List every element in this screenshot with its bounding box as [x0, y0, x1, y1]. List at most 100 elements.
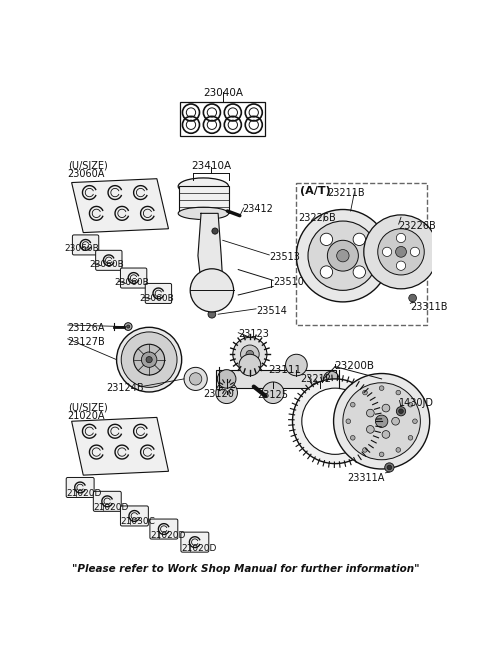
- Text: 23120: 23120: [204, 389, 234, 399]
- Circle shape: [375, 415, 388, 428]
- Text: 23060B: 23060B: [114, 278, 149, 287]
- Circle shape: [146, 356, 152, 363]
- Circle shape: [286, 354, 307, 376]
- Text: 1430JD: 1430JD: [399, 398, 434, 408]
- Circle shape: [121, 332, 177, 387]
- Circle shape: [362, 390, 367, 395]
- Circle shape: [240, 345, 259, 364]
- Circle shape: [320, 233, 333, 246]
- Text: 21020A: 21020A: [68, 411, 105, 421]
- Circle shape: [184, 367, 207, 390]
- Circle shape: [190, 373, 202, 385]
- Text: 23311A: 23311A: [348, 473, 385, 483]
- Text: 23123: 23123: [238, 329, 269, 339]
- Circle shape: [353, 233, 365, 246]
- FancyBboxPatch shape: [120, 268, 147, 288]
- Circle shape: [366, 409, 374, 417]
- FancyBboxPatch shape: [66, 477, 94, 498]
- FancyBboxPatch shape: [145, 284, 172, 303]
- Polygon shape: [198, 214, 223, 283]
- Text: 23211B: 23211B: [327, 188, 365, 198]
- Circle shape: [216, 382, 238, 403]
- Text: 23060B: 23060B: [64, 244, 98, 253]
- Text: 23060B: 23060B: [89, 260, 124, 269]
- Circle shape: [190, 269, 234, 312]
- Text: 21030C: 21030C: [120, 517, 156, 527]
- Circle shape: [392, 417, 399, 425]
- Text: 21020D: 21020D: [93, 503, 129, 512]
- Text: 23311B: 23311B: [410, 302, 448, 312]
- FancyBboxPatch shape: [296, 183, 427, 325]
- Circle shape: [364, 215, 438, 289]
- Text: 21020D: 21020D: [181, 544, 216, 553]
- Text: "Please refer to Work Shop Manual for further information": "Please refer to Work Shop Manual for fu…: [72, 564, 420, 574]
- Circle shape: [350, 436, 355, 440]
- Circle shape: [399, 409, 403, 413]
- Text: 23111: 23111: [268, 365, 301, 375]
- Circle shape: [224, 286, 231, 294]
- Text: 23410A: 23410A: [191, 161, 231, 171]
- Text: 23125: 23125: [258, 390, 288, 400]
- Circle shape: [133, 345, 165, 375]
- FancyBboxPatch shape: [179, 187, 229, 214]
- Circle shape: [302, 388, 369, 455]
- Circle shape: [220, 381, 233, 393]
- Text: 23127B: 23127B: [68, 337, 106, 346]
- Text: 23513: 23513: [269, 252, 300, 262]
- Text: 23200B: 23200B: [335, 361, 374, 371]
- Circle shape: [309, 382, 330, 403]
- Ellipse shape: [178, 178, 228, 195]
- Circle shape: [396, 390, 401, 395]
- Circle shape: [387, 465, 392, 470]
- Circle shape: [308, 221, 378, 290]
- Circle shape: [192, 286, 200, 294]
- Circle shape: [208, 310, 216, 318]
- Text: 23040A: 23040A: [203, 88, 243, 98]
- Circle shape: [336, 250, 349, 262]
- Circle shape: [385, 463, 394, 472]
- Circle shape: [396, 261, 406, 271]
- FancyBboxPatch shape: [180, 102, 265, 136]
- Circle shape: [350, 402, 355, 407]
- Circle shape: [246, 350, 254, 358]
- Circle shape: [366, 426, 374, 433]
- Circle shape: [378, 229, 424, 275]
- Polygon shape: [72, 417, 168, 475]
- Circle shape: [396, 246, 407, 257]
- Circle shape: [408, 436, 413, 440]
- Circle shape: [382, 404, 390, 412]
- Circle shape: [396, 447, 401, 452]
- Circle shape: [217, 369, 236, 388]
- Text: 23126A: 23126A: [68, 323, 105, 333]
- Text: 23514: 23514: [256, 306, 287, 316]
- Text: 21020D: 21020D: [66, 489, 102, 498]
- Circle shape: [212, 228, 218, 234]
- Circle shape: [117, 328, 181, 392]
- FancyBboxPatch shape: [150, 519, 178, 539]
- Circle shape: [408, 402, 413, 407]
- Circle shape: [346, 419, 350, 424]
- Circle shape: [233, 337, 267, 371]
- Circle shape: [124, 323, 132, 330]
- FancyBboxPatch shape: [181, 532, 209, 552]
- FancyBboxPatch shape: [93, 491, 121, 512]
- FancyBboxPatch shape: [96, 250, 122, 271]
- Circle shape: [413, 419, 417, 424]
- Circle shape: [296, 210, 389, 302]
- Circle shape: [320, 266, 333, 278]
- Text: 23226B: 23226B: [298, 214, 336, 223]
- FancyBboxPatch shape: [216, 369, 336, 388]
- Circle shape: [410, 247, 420, 257]
- Circle shape: [379, 452, 384, 457]
- Circle shape: [324, 371, 339, 386]
- Circle shape: [127, 325, 130, 328]
- Circle shape: [383, 247, 392, 257]
- Text: 23226B: 23226B: [399, 221, 436, 231]
- Circle shape: [327, 240, 359, 271]
- Circle shape: [353, 266, 365, 278]
- Circle shape: [334, 373, 430, 469]
- Circle shape: [292, 379, 378, 464]
- Circle shape: [396, 407, 406, 416]
- Circle shape: [396, 233, 406, 242]
- Circle shape: [239, 354, 261, 376]
